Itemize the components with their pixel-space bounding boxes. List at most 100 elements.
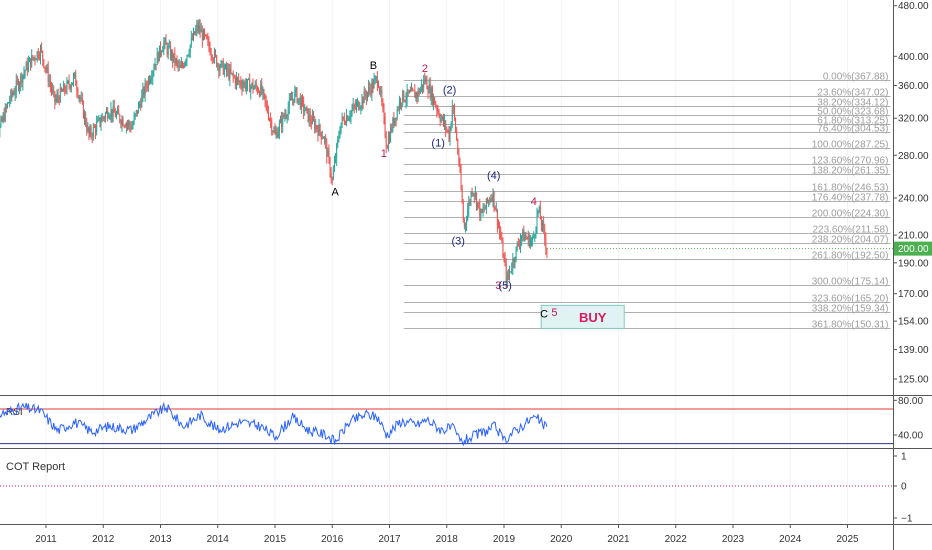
candle-body [296,88,298,103]
candle-body [332,170,334,180]
candle-body [416,92,418,97]
candle-body [208,40,210,48]
candle-body [244,82,246,89]
rsi-label: RSI [6,407,23,418]
candle-body [168,45,170,47]
price-panel[interactable]: 0.00%(367.88) 23.60%(347.02)38.20%(334.12… [0,19,891,331]
candle-body [33,57,35,59]
candle-body [425,78,427,82]
candle-body [87,127,89,131]
candle-body [69,85,71,89]
candle-body [440,118,442,122]
candle-body [149,78,150,83]
candle-body [256,87,258,92]
candle-body [500,232,502,239]
candle-body [161,51,163,54]
candle-body [258,91,259,93]
candle-body [476,193,477,207]
candle-body [274,130,276,135]
time-axis[interactable]: 2011 2012 2013 2014 2015 2016 2017 2018 2019 2020… [35,524,859,545]
candle-body [79,96,81,99]
time-tick-label: 2012 [92,534,115,545]
candle-body [195,29,197,35]
candle-body [460,169,462,189]
cot-panel[interactable]: COT Report 1 0 −1 [0,452,913,525]
candle-body [485,198,487,208]
candle-body [309,114,311,122]
candle-body [522,230,524,236]
candle-body [21,75,23,83]
candle-body [237,77,239,79]
candle-body [369,86,371,90]
candle-body [518,245,520,247]
candle-body [495,209,497,211]
candle-body [435,104,437,107]
candle-body [139,103,141,105]
candle-body [482,209,484,213]
candle-body [250,86,252,93]
candle-body [59,88,61,102]
candle-body [521,235,523,240]
candle-body [434,97,436,105]
fib-level-label: 361.80%(150.31) [812,320,889,331]
candle-body [438,111,440,117]
wave-label: 5 [551,307,557,319]
candle-body [4,106,6,121]
candle-body [202,30,204,41]
candle-body [16,80,18,82]
candle-body [363,91,365,104]
candle-body [128,122,130,125]
candle-body [67,81,69,83]
candle-body [282,114,284,127]
candle-body [101,116,103,122]
buy-zone-box[interactable] [540,304,625,329]
price-tick-label: 320.00 [898,114,929,125]
candle-body [154,64,156,70]
candle-body [395,117,397,119]
candle-body [180,64,182,68]
candle-body [205,34,207,36]
candle-body [373,79,375,89]
candle-body [418,90,420,94]
candle-body [318,124,320,136]
candle-body [120,121,122,125]
candle-body [29,58,30,62]
price-tick-label: 125.00 [898,375,929,386]
candle-body [156,52,158,65]
candle-body [326,141,328,157]
candle-body [327,150,329,157]
candle-body [185,60,187,63]
candle-body [122,118,124,126]
rsi-panel[interactable]: RSI 80.00 40.00 [0,396,923,447]
candle-body [81,98,83,102]
candle-body [222,61,224,75]
candle-body [92,126,94,137]
candle-body [73,75,74,83]
candle-body [515,246,517,261]
candle-body [499,225,501,233]
candle-body [345,123,346,125]
fib-level-label: 100.00%(287.25) [812,140,889,151]
candle-body [316,125,318,130]
candle-body [406,89,408,100]
candle-body [307,108,309,122]
fib-level-label: 223.60%(211.58) [812,225,888,236]
candle-body [118,110,120,115]
candle-body [215,51,216,56]
price-tick-label: 190.00 [898,258,929,269]
candle-body [178,64,180,66]
candle-body [447,130,449,132]
candle-body [446,129,448,131]
price-axis[interactable]: 480.00 400.00 360.00 320.00 280.00 240.00 210.… [546,1,932,386]
candle-body [397,108,399,110]
candle-body [540,219,542,227]
rsi-tick-label: 40.00 [898,431,923,442]
candle-body [108,116,110,119]
wave-label: A [331,187,339,199]
candle-body [119,114,121,122]
candle-body [288,99,290,108]
candle-body [141,94,143,108]
candle-body [96,122,98,132]
candle-body [428,84,430,93]
